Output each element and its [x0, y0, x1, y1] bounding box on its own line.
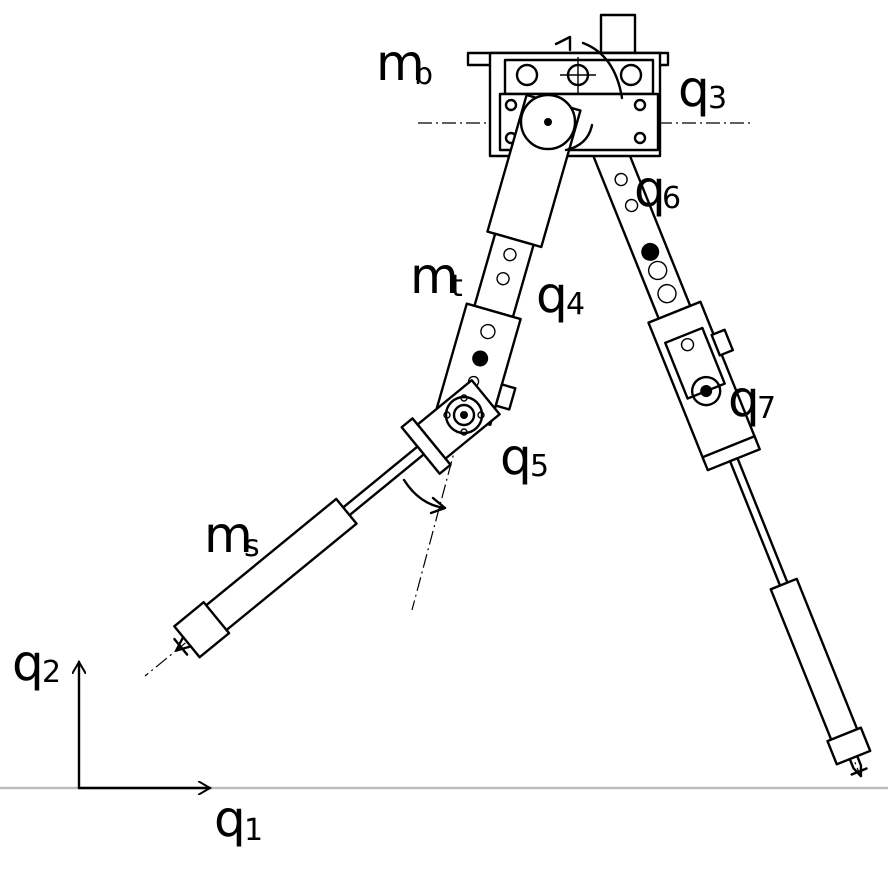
label-q2: q 2	[12, 634, 61, 692]
svg-text:s: s	[244, 529, 260, 564]
label-q4: q 4	[536, 266, 585, 324]
label-q1: q 1	[214, 790, 263, 848]
label-m-t: m t	[410, 247, 463, 305]
svg-text:1: 1	[244, 813, 263, 848]
svg-text:q: q	[634, 160, 665, 218]
svg-text:q: q	[678, 60, 709, 118]
svg-text:5: 5	[530, 449, 549, 484]
label-q3: q 3	[678, 60, 727, 118]
svg-text:q: q	[728, 370, 759, 428]
svg-text:b: b	[414, 57, 433, 92]
svg-text:m: m	[376, 34, 424, 92]
svg-text:m: m	[204, 506, 252, 564]
svg-text:6: 6	[662, 181, 681, 216]
label-m-s: m s	[204, 506, 260, 564]
label-q7: q 7	[728, 370, 776, 428]
svg-text:q: q	[12, 634, 43, 692]
label-m-b: m b	[376, 34, 433, 92]
coordinate-axes	[79, 662, 210, 788]
svg-text:q: q	[214, 790, 245, 848]
svg-text:q: q	[500, 428, 531, 486]
left-leg	[144, 93, 594, 677]
svg-text:4: 4	[566, 287, 585, 322]
label-q6: q 6	[634, 160, 681, 218]
svg-text:q: q	[536, 266, 567, 324]
svg-text:2: 2	[42, 655, 61, 690]
right-leg	[592, 121, 872, 778]
svg-text:m: m	[410, 247, 458, 305]
svg-text:t: t	[451, 269, 463, 304]
label-q5: q 5	[500, 428, 549, 486]
svg-text:7: 7	[757, 391, 776, 426]
svg-text:3: 3	[708, 81, 727, 116]
